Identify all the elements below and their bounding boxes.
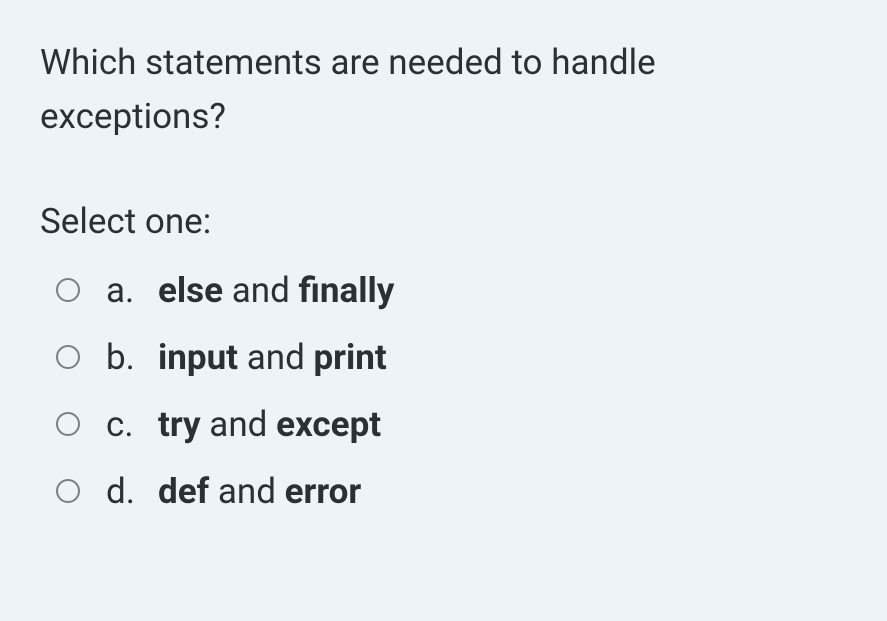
option-answer: def and error: [158, 467, 361, 516]
keyword: input: [158, 337, 238, 378]
option-a: a. else and finally: [56, 266, 847, 315]
keyword: except: [276, 404, 381, 445]
option-answer: else and finally: [158, 266, 394, 315]
option-d: d. def and error: [56, 467, 847, 516]
radio-a[interactable]: [56, 278, 80, 302]
option-letter: d.: [106, 467, 158, 516]
radio-b[interactable]: [56, 345, 80, 369]
option-c: c. try and except: [56, 400, 847, 449]
keyword: try: [158, 404, 201, 445]
question-text: Which statements are needed to handle ex…: [40, 36, 847, 145]
keyword: finally: [299, 270, 395, 311]
option-letter: c.: [106, 400, 158, 449]
option-letter: a.: [106, 266, 158, 315]
keyword: def: [158, 471, 209, 512]
radio-c[interactable]: [56, 412, 80, 436]
option-letter: b.: [106, 333, 158, 382]
join-text: and: [223, 270, 298, 311]
option-answer: try and except: [158, 400, 381, 449]
keyword: else: [158, 270, 223, 311]
options-list: a. else and finally b. input and print c…: [40, 266, 847, 516]
option-answer: input and print: [158, 333, 387, 382]
join-text: and: [209, 471, 284, 512]
keyword: error: [285, 471, 362, 512]
join-text: and: [238, 337, 313, 378]
join-text: and: [201, 404, 276, 445]
radio-d[interactable]: [56, 479, 80, 503]
option-b: b. input and print: [56, 333, 847, 382]
keyword: print: [313, 337, 386, 378]
select-prompt: Select one:: [40, 201, 847, 242]
